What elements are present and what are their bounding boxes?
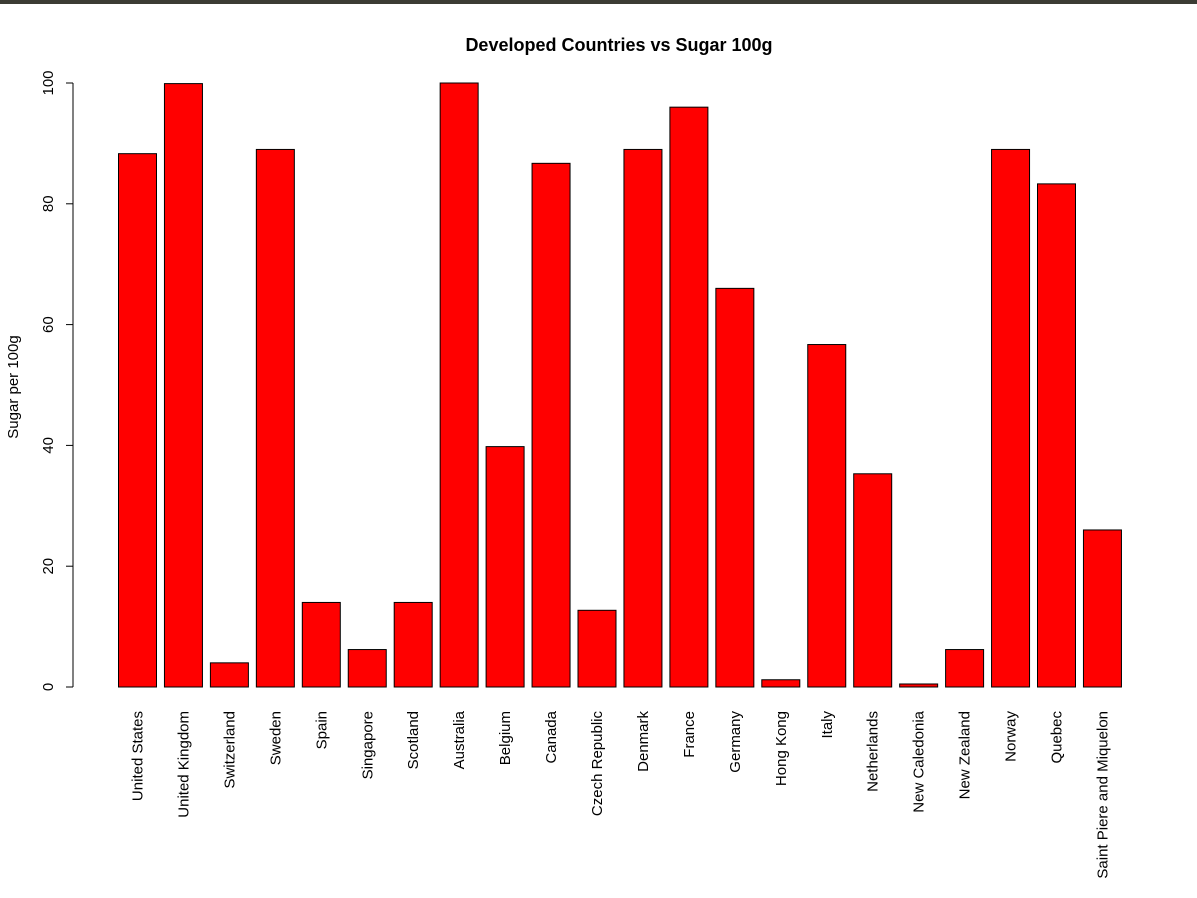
x-tick-label: Czech Republic	[589, 711, 606, 817]
bar	[531, 162, 571, 688]
bar	[669, 106, 709, 688]
chart-title: Developed Countries vs Sugar 100g	[465, 35, 772, 55]
x-tick-label: Spain	[313, 711, 330, 749]
x-tick-label: United Kingdom	[175, 711, 192, 818]
bar	[485, 446, 525, 688]
bars-group	[118, 82, 1122, 688]
bar	[577, 609, 617, 688]
bar	[807, 344, 847, 688]
bar	[761, 679, 801, 688]
y-tick-label: 40	[40, 437, 57, 454]
bar	[1037, 183, 1076, 688]
bar	[991, 148, 1031, 688]
x-tick-label: Scotland	[405, 711, 422, 769]
bar	[209, 662, 249, 688]
bar	[255, 148, 295, 688]
bar	[1082, 529, 1122, 688]
y-axis: 0 20 40 60 80 100	[40, 70, 74, 691]
x-tick-label: Canada	[543, 710, 560, 763]
bar	[899, 683, 939, 688]
x-tick-label: Norway	[1003, 711, 1020, 762]
bar	[623, 148, 663, 688]
y-axis-label: Sugar per 100g	[5, 335, 22, 438]
x-tick-label: Belgium	[497, 711, 514, 765]
x-tick-label: Netherlands	[865, 711, 882, 792]
x-tick-label: Denmark	[635, 711, 652, 772]
bar	[715, 287, 755, 688]
bar	[439, 82, 479, 688]
x-tick-labels: United States United Kingdom Switzerland Sw…	[130, 710, 1112, 878]
y-tick-label: 0	[40, 683, 57, 691]
x-tick-label: Italy	[819, 711, 836, 739]
x-tick-label: France	[681, 711, 698, 758]
bar	[853, 473, 893, 688]
x-tick-label: Sweden	[267, 711, 284, 765]
x-tick-label: Quebec	[1049, 711, 1066, 764]
x-tick-label: Hong Kong	[773, 711, 790, 786]
bar	[945, 649, 985, 688]
bar	[163, 83, 203, 688]
y-tick-label: 60	[40, 316, 57, 333]
bar	[393, 601, 433, 688]
bar	[347, 649, 387, 688]
x-tick-label: Saint Piere and Miquelon	[1094, 711, 1111, 879]
bar	[118, 153, 157, 688]
x-tick-label: Singapore	[359, 711, 376, 779]
x-tick-label: Switzerland	[221, 711, 238, 789]
x-tick-label: Germany	[727, 711, 744, 773]
x-tick-label: New Caledonia	[911, 710, 928, 812]
x-tick-label: Australia	[451, 710, 468, 769]
x-tick-label: United States	[130, 711, 147, 801]
y-tick-label: 100	[40, 70, 57, 95]
y-tick-label: 80	[40, 195, 57, 212]
bar	[301, 601, 341, 688]
x-tick-label: New Zealand	[957, 711, 974, 799]
top-border	[0, 0, 1197, 4]
y-tick-label: 20	[40, 558, 57, 575]
